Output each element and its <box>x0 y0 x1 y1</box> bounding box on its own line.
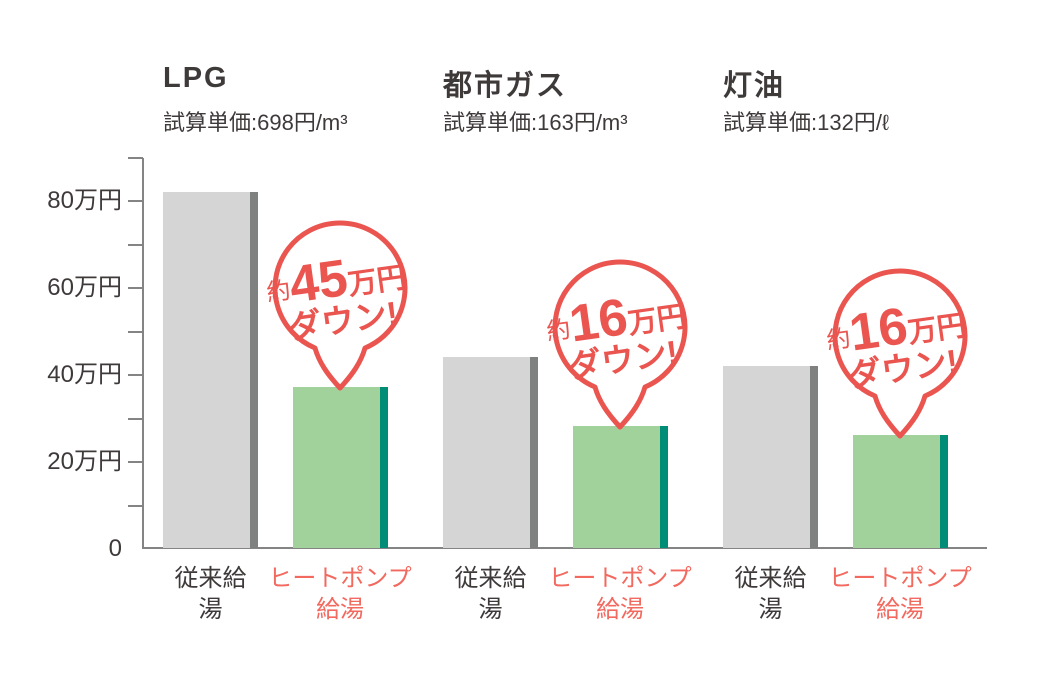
x-label-heatpump-line2: 給湯 <box>596 596 644 623</box>
bubble-outline <box>832 268 968 439</box>
group-title: 都市ガス <box>443 70 568 102</box>
savings-bubble: 約45万円 ダウン! <box>265 220 409 391</box>
group-subtitle: 試算単価:163円/m³ <box>443 110 628 135</box>
x-label-heatpump-line1: ヒートポンプ <box>268 565 412 592</box>
bubble-outline <box>552 259 688 430</box>
bar-shadow-edge <box>940 435 948 548</box>
bar-conventional-city-gas <box>443 356 538 548</box>
chart-group-kerosene: 灯油 試算単価:132円/ℓ 従来給湯 ヒートポンプ 給湯 約16万円 ダウン! <box>723 0 983 696</box>
x-label-heatpump: ヒートポンプ 給湯 <box>548 563 691 625</box>
y-axis-tick <box>128 243 143 246</box>
x-axis-line <box>142 547 987 549</box>
bar-shadow-edge <box>810 365 818 548</box>
bubble-outline <box>272 220 408 391</box>
chart-group-lpg: LPG 試算単価:698円/m³ 従来給湯 ヒートポンプ 給湯 約45万円 ダウ… <box>163 0 423 696</box>
y-axis-label: 80万円 <box>47 187 122 215</box>
savings-bubble: 約16万円 ダウン! <box>825 268 969 439</box>
savings-bubble: 約16万円 ダウン! <box>545 259 689 430</box>
x-label-heatpump: ヒートポンプ 給湯 <box>828 563 971 625</box>
bar-shadow-edge <box>530 356 538 548</box>
savings-amount-line: 約45万円 <box>265 241 409 318</box>
bar-shadow-edge <box>660 426 668 548</box>
bar-heatpump-lpg <box>293 387 388 548</box>
y-axis-tick <box>128 417 143 420</box>
y-axis-tick <box>128 287 143 290</box>
bar-conventional-lpg <box>163 191 258 548</box>
savings-amount-line: 約16万円 <box>545 280 689 357</box>
savings-amount-line: 約16万円 <box>825 289 969 366</box>
y-axis-label: 0 <box>108 535 122 562</box>
y-axis-tick <box>128 157 143 159</box>
y-axis-tick <box>128 504 143 507</box>
y-axis-label: 40万円 <box>47 361 122 389</box>
x-label-conventional: 従来給湯 <box>454 565 527 623</box>
y-axis-tick <box>128 200 143 203</box>
group-title: 灯油 <box>723 70 786 102</box>
x-label-heatpump: ヒートポンプ 給湯 <box>268 563 411 625</box>
bar-heatpump-kerosene <box>853 435 948 548</box>
bar-heatpump-city-gas <box>573 426 668 548</box>
y-axis-line <box>142 158 144 549</box>
bar-shadow-edge <box>380 387 388 548</box>
bar-conventional-kerosene <box>723 365 818 548</box>
y-axis-tick <box>128 461 143 464</box>
x-label-conventional: 従来給湯 <box>174 565 247 623</box>
bar-shadow-edge <box>250 191 258 548</box>
y-axis-label: 20万円 <box>47 448 122 476</box>
x-label-conventional: 従来給湯 <box>734 565 807 623</box>
x-label-heatpump-line2: 給湯 <box>316 596 364 623</box>
y-axis-label: 60万円 <box>47 274 122 302</box>
y-axis-tick <box>128 330 143 333</box>
x-label-heatpump-line1: ヒートポンプ <box>828 565 972 592</box>
y-axis-tick <box>128 374 143 377</box>
x-label-heatpump-line2: 給湯 <box>876 596 924 623</box>
group-title: LPG <box>163 62 229 94</box>
group-subtitle: 試算単価:132円/ℓ <box>723 110 890 135</box>
chart-group-city-gas: 都市ガス 試算単価:163円/m³ 従来給湯 ヒートポンプ 給湯 約16万円 ダ… <box>443 0 703 696</box>
x-label-heatpump-line1: ヒートポンプ <box>548 565 692 592</box>
group-subtitle: 試算単価:698円/m³ <box>163 110 348 135</box>
